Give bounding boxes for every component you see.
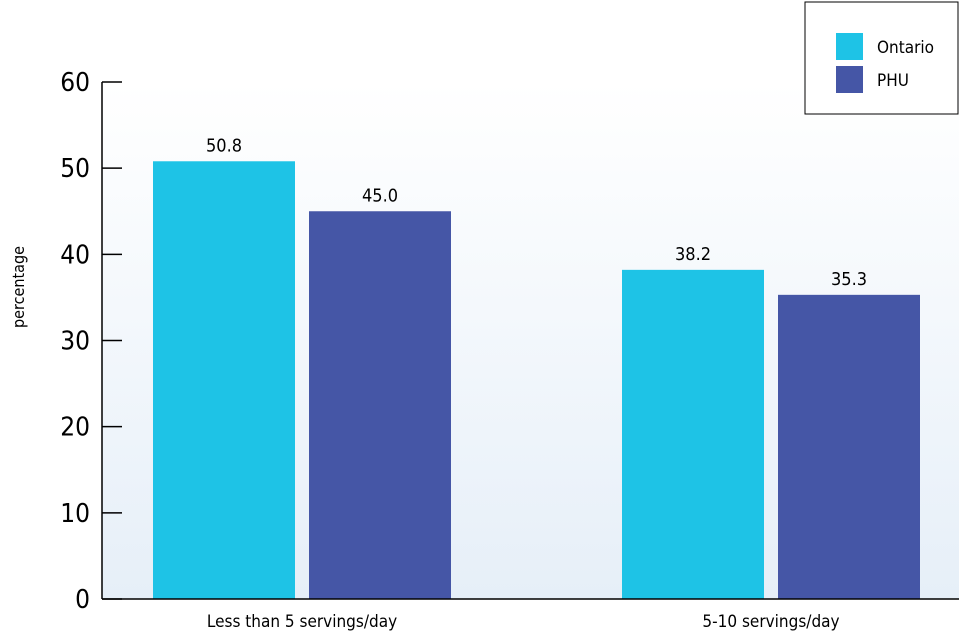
y-tick-label: 0	[75, 585, 90, 615]
y-tick-label: 30	[60, 327, 90, 357]
data-label: 45.0	[362, 185, 398, 206]
legend: Ontario PHU	[804, 1, 959, 115]
bar-phu-0	[309, 211, 451, 599]
legend-swatch-ontario	[836, 33, 863, 60]
y-tick-label: 40	[60, 240, 90, 270]
legend-label-phu: PHU	[877, 71, 909, 91]
y-tick-label: 10	[60, 499, 90, 529]
data-label: 35.3	[831, 269, 867, 290]
data-label: 50.8	[206, 135, 242, 156]
y-tick-label: 50	[60, 154, 90, 184]
legend-swatch-phu	[836, 66, 863, 93]
y-tick-label: 60	[60, 68, 90, 98]
y-tick-label: 20	[60, 413, 90, 443]
legend-label-ontario: Ontario	[877, 38, 934, 58]
legend-box	[804, 1, 959, 115]
bar-phu-1	[778, 294, 920, 599]
x-category-label: 5-10 servings/day	[702, 612, 839, 632]
data-label: 38.2	[675, 244, 711, 265]
y-axis-title: percentage	[9, 246, 28, 328]
x-category-label: Less than 5 servings/day	[207, 612, 397, 632]
bar-ontario-1	[622, 269, 764, 599]
bar-ontario-0	[153, 161, 295, 600]
